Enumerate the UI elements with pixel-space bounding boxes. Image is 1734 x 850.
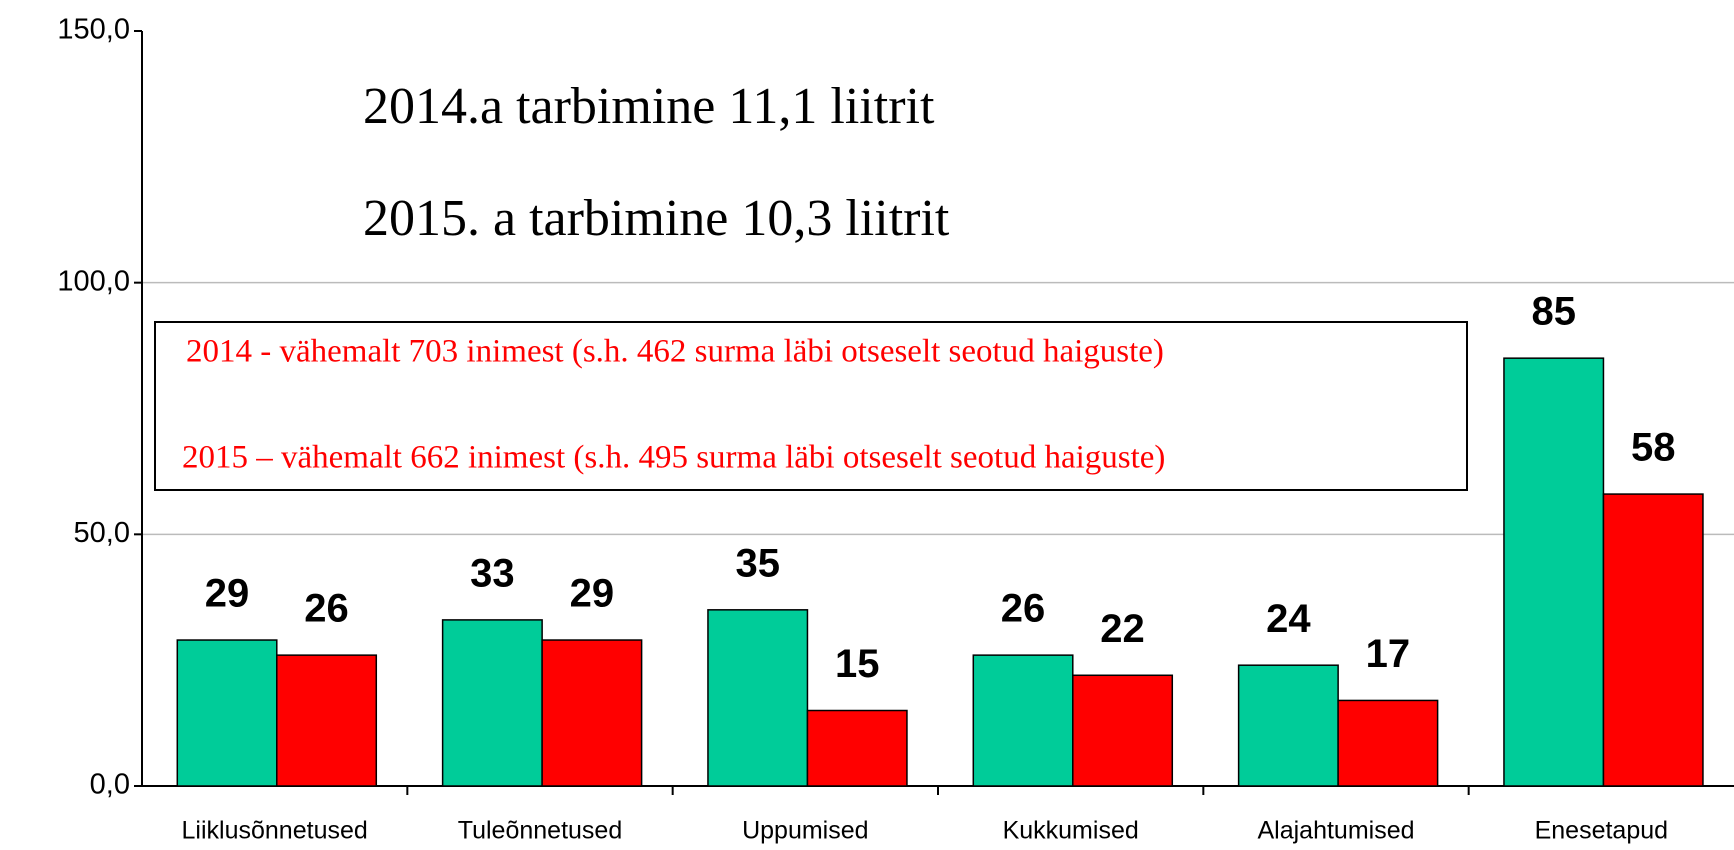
x-tick-label: Tuleõnnetused [458,817,622,845]
y-tick-label: 150,0 [57,14,130,46]
bar [541,639,643,787]
bar [1602,493,1704,787]
annotation-box [154,321,1468,491]
bar [972,654,1074,787]
bar [806,709,908,787]
bar [707,609,809,787]
bar [1237,664,1339,787]
x-tick-label: Alajahtumised [1257,817,1414,845]
bar [441,619,543,787]
value-label: 17 [1366,632,1411,676]
value-label: 26 [304,587,349,631]
y-tick-label: 0,0 [90,769,130,801]
value-label: 26 [1001,587,1046,631]
value-label: 29 [205,572,250,616]
annotation: 2014 - vähemalt 703 inimest (s.h. 462 su… [186,334,1164,370]
value-label: 35 [735,541,780,585]
value-label: 58 [1631,426,1676,470]
annotation: 2014.a tarbimine 11,1 liitrit [363,78,935,135]
y-tick-label: 100,0 [57,265,130,297]
bar [276,654,378,787]
x-tick-label: Uppumised [742,817,868,845]
bar [1337,699,1439,787]
x-tick-label: Enesetapud [1535,817,1668,845]
value-label: 85 [1531,290,1576,334]
value-label: 24 [1266,597,1311,641]
bar [176,639,278,787]
x-tick-label: Liiklusõnnetused [182,817,368,845]
value-label: 33 [470,551,515,595]
y-tick-label: 50,0 [74,517,130,549]
bar [1503,357,1605,787]
annotation: 2015 – vähemalt 662 inimest (s.h. 495 su… [182,440,1165,476]
bar [1072,674,1174,787]
value-label: 29 [570,572,615,616]
value-label: 15 [835,642,880,686]
value-label: 22 [1100,607,1145,651]
x-tick-label: Kukkumised [1003,817,1139,845]
annotation: 2015. a tarbimine 10,3 liitrit [363,190,950,247]
